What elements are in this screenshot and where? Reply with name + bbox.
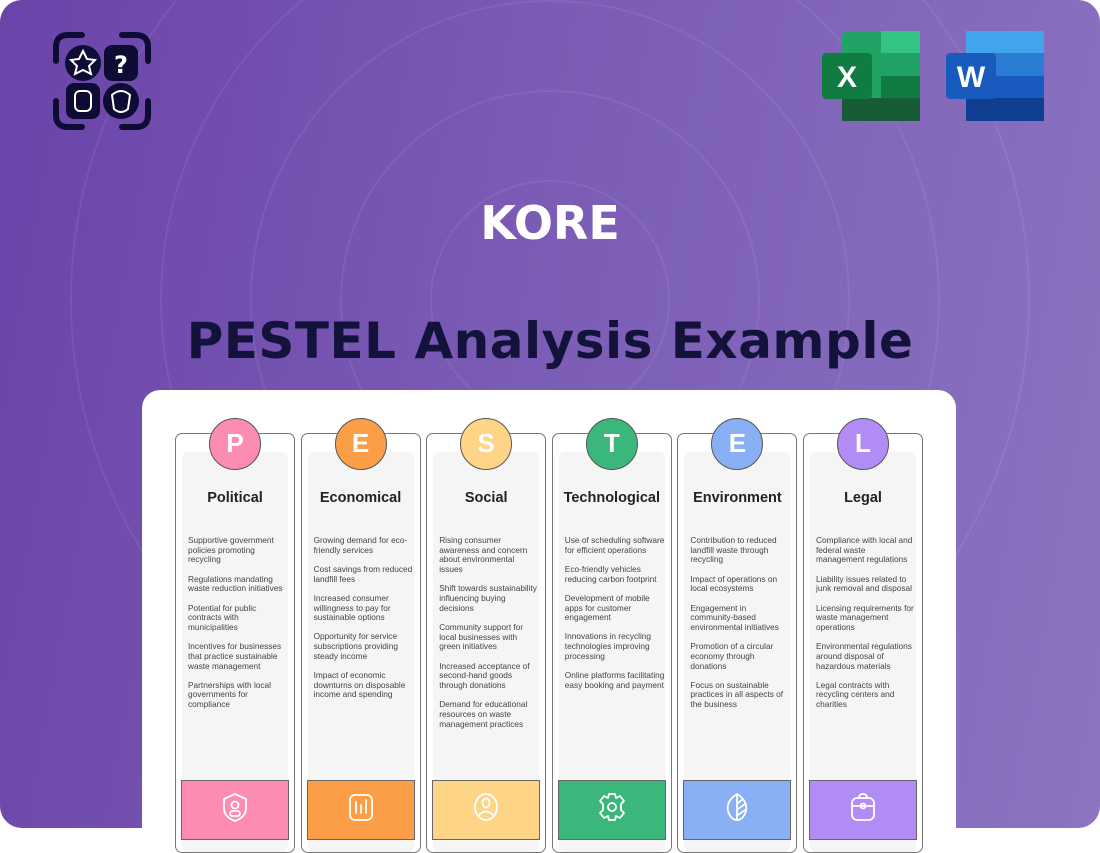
pestel-column-legal: Legal Compliance with local and federal … bbox=[803, 433, 923, 853]
leaf-icon bbox=[727, 793, 748, 821]
pestel-item: Community support for local businesses w… bbox=[439, 621, 524, 652]
pestel-item: Development of mobile apps for customer … bbox=[564, 592, 650, 623]
page-title: PESTEL Analysis Example bbox=[186, 312, 914, 370]
column-letter-badge: L bbox=[837, 418, 889, 470]
column-title: Economical bbox=[319, 490, 402, 506]
app-logo: ? bbox=[53, 32, 151, 130]
column-footer bbox=[432, 780, 541, 840]
column-footer bbox=[181, 780, 289, 840]
svg-text:W: W bbox=[957, 61, 986, 94]
column-footer bbox=[809, 780, 917, 840]
column-letter-badge: P bbox=[209, 418, 261, 470]
column-footer bbox=[683, 780, 792, 840]
column-items: Supportive government policies promoting… bbox=[188, 535, 288, 719]
column-letter-badge: T bbox=[585, 418, 638, 470]
user-circle-icon bbox=[474, 793, 499, 821]
pestel-item: Increased acceptance of second-hand good… bbox=[439, 660, 530, 690]
pestel-item: Rising consumer awareness and concern ab… bbox=[439, 535, 528, 575]
column-letter-badge: E bbox=[711, 418, 764, 470]
pestel-item: Legal contracts with recycling centers a… bbox=[816, 679, 895, 710]
pestel-column-social: Social Rising consumer awareness and con… bbox=[426, 433, 547, 853]
pestel-item: Increased consumer willingness to pay fo… bbox=[313, 592, 391, 623]
column-items: Growing demand for eco-friendly services… bbox=[313, 535, 414, 710]
pestel-item: Growing demand for eco-friendly services bbox=[313, 535, 408, 555]
pestel-item: Partnerships with local governments for … bbox=[188, 679, 272, 710]
shield-user-icon bbox=[223, 793, 247, 822]
svg-text:X: X bbox=[837, 61, 857, 94]
column-items: Rising consumer awareness and concern ab… bbox=[439, 535, 539, 739]
column-title: Environment bbox=[693, 490, 782, 506]
column-title: Social bbox=[464, 490, 508, 506]
pestel-item: Licensing requirements for waste managem… bbox=[816, 602, 914, 632]
pestel-item: Environmental regulations around disposa… bbox=[816, 641, 912, 671]
column-title: Legal bbox=[844, 490, 882, 506]
pestel-item: Engagement in community-based environmen… bbox=[690, 602, 779, 632]
company-name: KORE bbox=[480, 196, 620, 250]
pestel-column-political: Political Supportive government policies… bbox=[175, 433, 295, 853]
column-items: Contribution to reduced landfill waste t… bbox=[690, 535, 790, 719]
pestel-item: Cost savings from reduced landfill fees bbox=[313, 563, 413, 584]
gear-icon bbox=[598, 793, 625, 821]
pestel-item: Promotion of a circular economy through … bbox=[690, 641, 774, 671]
column-letter-badge: E bbox=[334, 418, 387, 470]
column-letter-badge: S bbox=[460, 418, 513, 470]
pestel-item: Demand for educational resources on wast… bbox=[439, 699, 528, 729]
pestel-item: Liability issues related to junk removal… bbox=[816, 573, 912, 594]
svg-text:?: ? bbox=[114, 51, 128, 79]
pestel-item: Impact of economic downturns on disposab… bbox=[313, 670, 406, 700]
pestel-column-technological: Technological Use of scheduling software… bbox=[551, 433, 672, 853]
column-title: Political bbox=[207, 490, 263, 506]
column-items: Compliance with local and federal waste … bbox=[816, 535, 916, 719]
pestel-item: Supportive government policies promoting… bbox=[188, 535, 274, 565]
pestel-column-environment: Environment Contribution to reduced land… bbox=[677, 433, 798, 853]
column-items: Use of scheduling software for efficient… bbox=[564, 535, 665, 700]
pestel-item: Opportunity for service subscriptions pr… bbox=[313, 631, 398, 661]
word-icon: W bbox=[946, 31, 1044, 121]
pestel-item: Contribution to reduced landfill waste t… bbox=[690, 535, 777, 565]
column-footer bbox=[557, 780, 666, 840]
pestel-item: Incentives for businesses that practice … bbox=[188, 641, 282, 671]
pestel-item: Use of scheduling software for efficient… bbox=[564, 535, 665, 555]
pestel-item: Compliance with local and federal waste … bbox=[816, 535, 913, 565]
pestel-item: Online platforms facilitating easy booki… bbox=[564, 670, 665, 690]
pestel-item: Innovations in recycling technologies im… bbox=[564, 631, 652, 661]
pestel-item: Regulations mandating waste reduction in… bbox=[188, 573, 283, 594]
pestel-item: Shift towards sustainability influencing… bbox=[439, 583, 537, 613]
briefcase-icon bbox=[851, 793, 875, 821]
pestel-item: Impact of operations on local ecosystems bbox=[690, 573, 778, 594]
bar-chart-icon bbox=[348, 794, 373, 821]
column-footer bbox=[306, 780, 415, 840]
excel-icon: X bbox=[822, 31, 920, 121]
pestel-column-economical: Economical Growing demand for eco-friend… bbox=[300, 433, 421, 853]
pestel-item: Focus on sustainable practices in all as… bbox=[690, 679, 784, 710]
column-title: Technological bbox=[563, 490, 660, 506]
pestel-item: Potential for public contracts with muni… bbox=[188, 602, 257, 632]
pestel-item: Eco-friendly vehicles reducing carbon fo… bbox=[564, 563, 657, 584]
